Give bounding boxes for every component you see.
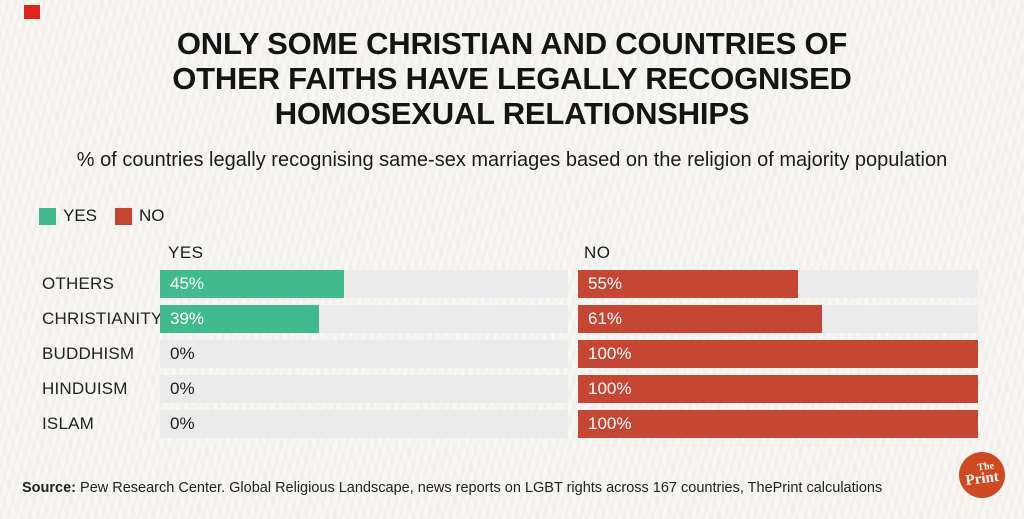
source-text: Pew Research Center. Global Religious La…: [76, 480, 883, 496]
row-label: ISLAM: [42, 414, 95, 433]
title-line-3: HOMOSEXUAL RELATIONSHIPS: [274, 96, 750, 131]
chart-row: CHRISTIANITY 39% 61%: [0, 305, 1024, 333]
title-line-2: OTHER FAITHS HAVE LEGALLY RECOGNISED: [172, 61, 852, 96]
row-label: CHRISTIANITY: [42, 309, 163, 328]
bar-fill-yes: [160, 270, 344, 298]
bar-value-no: 100%: [588, 414, 632, 433]
bar-fill-no: [578, 410, 978, 438]
legend-swatch-yes-icon: [39, 207, 56, 225]
bar-track-yes: 0%: [160, 340, 568, 368]
legend-label-yes: YES: [63, 206, 98, 225]
row-label: HINDUISM: [42, 379, 128, 398]
bar-value-no: 61%: [588, 309, 623, 328]
column-header-yes: YES: [168, 243, 204, 262]
bar-track-no: 55%: [578, 270, 978, 298]
row-label: OTHERS: [42, 274, 115, 293]
bar-value-no: 100%: [588, 344, 632, 363]
bar-track-yes: 0%: [160, 375, 568, 403]
bar-chart: OTHERS 45% 55% CHRISTIANITY 39% 61% BU: [0, 270, 1024, 445]
legend-item-no: NO: [115, 206, 165, 226]
legend-swatch-no-icon: [115, 207, 133, 225]
chart-legend: YES NO: [39, 206, 165, 226]
bar-value-yes: 0%: [170, 379, 195, 398]
chart-subtitle: % of countries legally recognising same-…: [76, 149, 948, 171]
chart-row: OTHERS 45% 55%: [0, 270, 1024, 298]
bar-value-yes: 45%: [170, 274, 205, 293]
bar-value-yes: 0%: [170, 414, 195, 433]
bar-value-no: 100%: [588, 379, 632, 398]
theprint-logo: The Print: [959, 452, 1005, 498]
bar-fill-no: [578, 340, 978, 368]
bar-value-yes: 0%: [170, 344, 195, 363]
row-label: BUDDHISM: [42, 344, 135, 363]
bar-fill-no: [578, 305, 822, 333]
source-label: Source:: [22, 480, 76, 496]
page-title: ONLY SOME CHRISTIAN AND COUNTRIES OF OTH…: [0, 26, 1024, 131]
legend-label-no: NO: [139, 206, 165, 225]
column-header-no: NO: [584, 243, 611, 262]
theprint-logo-text: The Print: [964, 461, 1000, 489]
bar-track-yes: 0%: [160, 410, 568, 438]
chart-row: HINDUISM 0% 100%: [0, 375, 1024, 403]
bar-value-no: 55%: [588, 274, 623, 293]
bar-track-no: 100%: [578, 410, 978, 438]
legend-item-yes: YES: [39, 206, 97, 226]
bar-fill-yes: [160, 305, 320, 333]
title-line-1: ONLY SOME CHRISTIAN AND COUNTRIES OF: [176, 26, 848, 61]
logo-line-print: Print: [964, 468, 1000, 489]
bar-fill-no: [578, 270, 798, 298]
corner-marker-square: [24, 5, 40, 19]
source-note: Source: Pew Research Center. Global Reli…: [22, 480, 882, 496]
bar-track-no: 61%: [578, 305, 978, 333]
chart-row: ISLAM 0% 100%: [0, 410, 1024, 438]
bar-track-yes: 39%: [160, 305, 568, 333]
bar-track-yes: 45%: [160, 270, 568, 298]
bar-fill-no: [578, 375, 978, 403]
bar-track-no: 100%: [578, 375, 978, 403]
chart-row: BUDDHISM 0% 100%: [0, 340, 1024, 368]
bar-value-yes: 39%: [170, 309, 205, 328]
bar-track-no: 100%: [578, 340, 978, 368]
